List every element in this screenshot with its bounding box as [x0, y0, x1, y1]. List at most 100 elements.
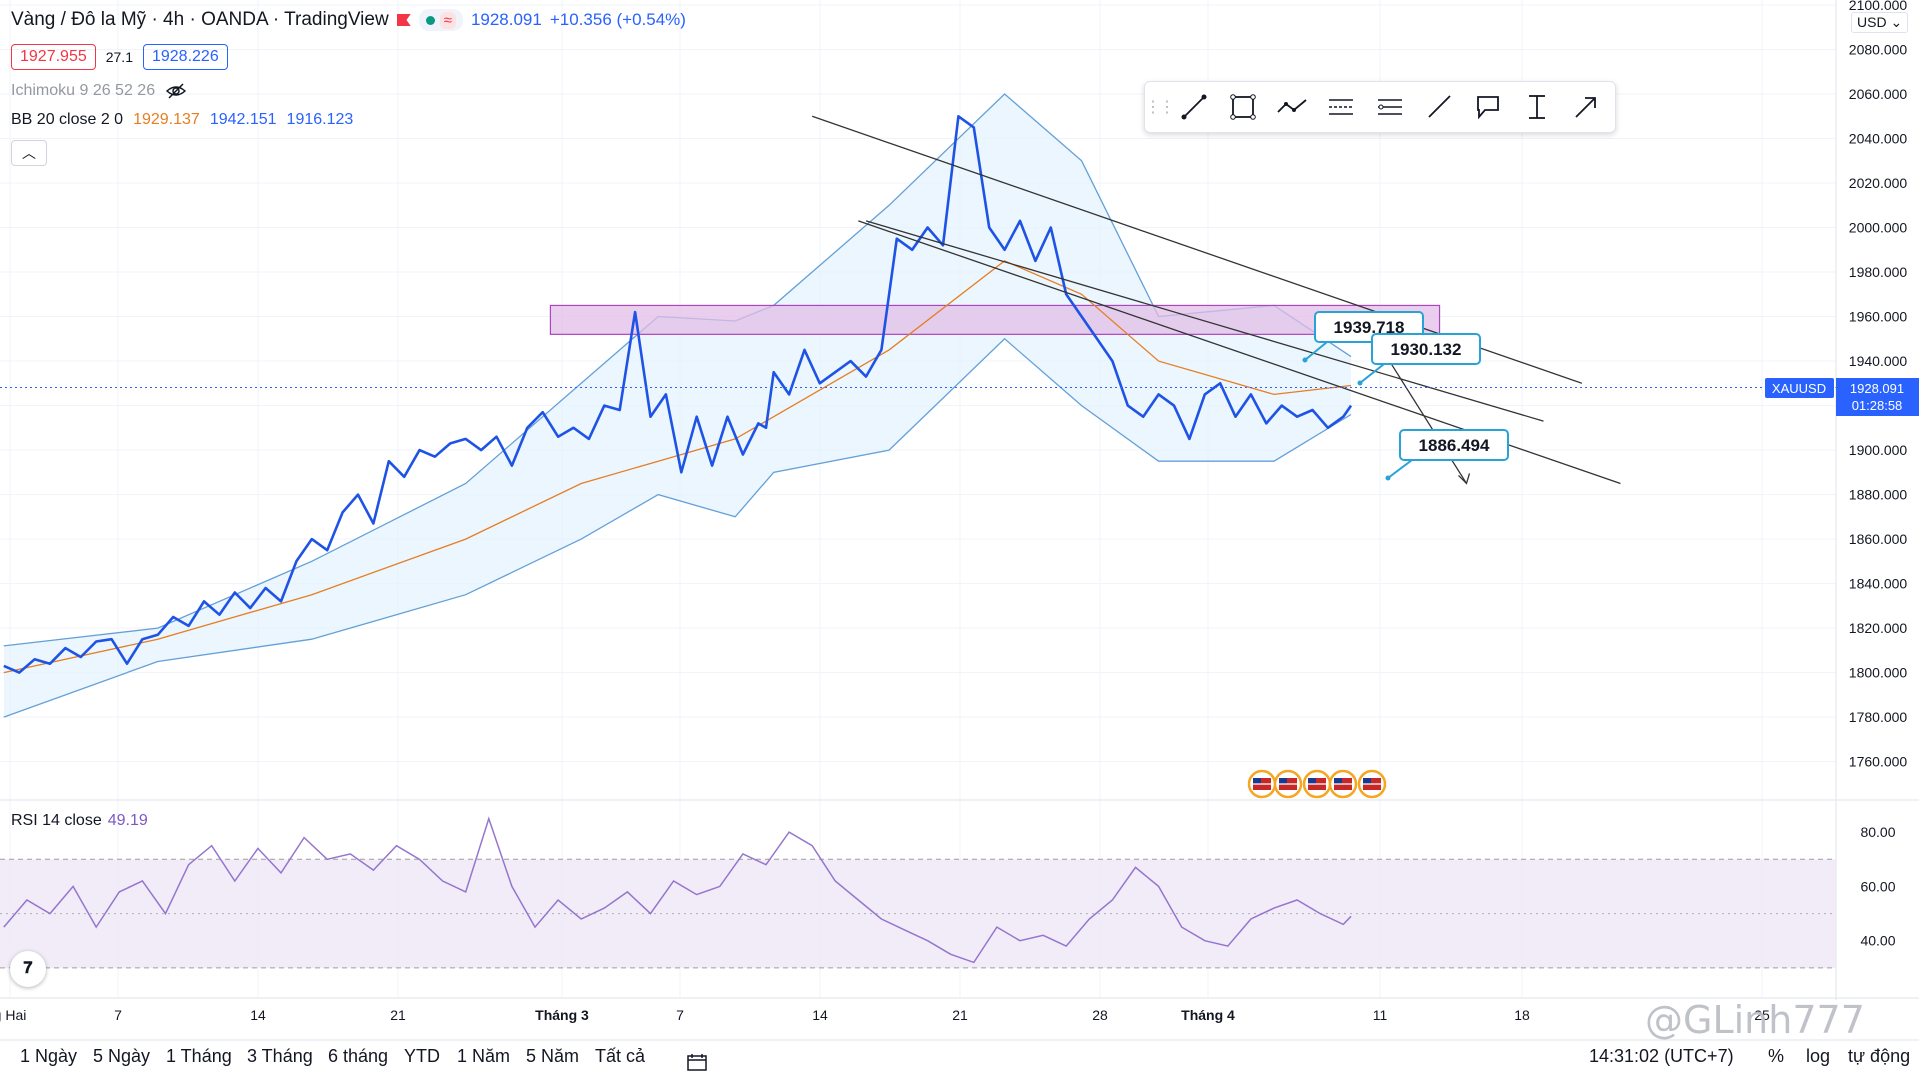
us-flag-canton [1279, 778, 1287, 784]
time-axis-label: 28 [1092, 1007, 1108, 1023]
callout-tool[interactable] [1463, 84, 1512, 130]
bid-ask-row: 1927.955 27.1 1928.226 [11, 44, 228, 70]
price-axis-label: 1880.000 [1849, 487, 1908, 503]
price-axis-label: 2080.000 [1849, 42, 1908, 58]
us-flag-canton [1253, 778, 1261, 784]
timezone-clock[interactable]: 14:31:02 (UTC+7) [1589, 1046, 1734, 1066]
path-tool[interactable] [1267, 84, 1316, 130]
time-axis-label: Tháng 3 [535, 1007, 589, 1023]
currency-select[interactable]: USD ⌄ [1851, 12, 1909, 33]
ichimoku-legend[interactable]: Ichimoku 9 26 52 26 [11, 82, 187, 100]
rsi-label: RSI 14 close [11, 812, 102, 829]
bar-countdown: 01:28:58 [1852, 398, 1903, 413]
percent-scale-button[interactable]: % [1768, 1046, 1785, 1066]
bollinger-legend[interactable]: BB 20 close 2 0 1929.137 1942.151 1916.1… [11, 111, 353, 129]
ray-tool[interactable] [1414, 84, 1463, 130]
range-3m[interactable]: 3 Tháng [247, 1046, 313, 1066]
arrow-tool[interactable] [1561, 84, 1610, 130]
price-axis-label: 1760.000 [1849, 754, 1908, 770]
log-scale-button[interactable]: log [1806, 1046, 1831, 1066]
price-series-line [3, 115, 1353, 674]
drag-handle-icon[interactable]: ⋮⋮ [1145, 99, 1175, 116]
ray-icon [1427, 95, 1451, 118]
auto-scale-button[interactable]: tự động [1848, 1046, 1911, 1066]
price-axis-label: 1780.000 [1849, 709, 1908, 725]
price-axis-label: 1800.000 [1849, 665, 1908, 681]
time-axis-label: 21 [952, 1007, 968, 1023]
resistance-zone[interactable] [549, 304, 1441, 335]
collapse-legend-button[interactable]: ︿ [11, 140, 47, 166]
trend-line-icon [1181, 94, 1206, 120]
price-axis-label: 2040.000 [1849, 131, 1908, 147]
market-open-icon [425, 15, 435, 25]
us-flag-canton [1334, 778, 1342, 784]
price-axis-label: 2100.000 [1849, 0, 1908, 13]
range-1d[interactable]: 1 Ngày [20, 1046, 78, 1066]
arrow-head-icon [1458, 473, 1471, 485]
callout-anchor [1302, 357, 1308, 363]
grid [0, 0, 1836, 998]
chevron-up-icon: ︿ [22, 145, 36, 161]
symbol-title[interactable]: Vàng / Đô la Mỹ · 4h · OANDA · TradingVi… [11, 9, 389, 30]
bb-basis-value: 1929.137 [133, 111, 200, 128]
callout-box [1371, 333, 1481, 365]
price-axis-label: 1900.000 [1849, 442, 1908, 458]
bb-lower-value: 1916.123 [286, 111, 354, 128]
symbol-tag: XAUUSD [1772, 381, 1826, 396]
time-axis[interactable]: g Hai 7 14 21 Tháng 3 7 14 21 28 Tháng 4 11 18 25 [0, 1007, 1770, 1023]
time-axis-label: g Hai [0, 1007, 26, 1023]
last-price-tag: 1928.091 [1850, 381, 1904, 396]
spread-value: 27.1 [105, 49, 133, 65]
arrow-icon [1574, 97, 1596, 118]
time-axis-label: 14 [250, 1007, 266, 1023]
time-axis-label: Tháng 4 [1181, 1007, 1235, 1023]
hidden-eye-icon[interactable] [165, 83, 187, 99]
time-axis-label: 21 [390, 1007, 406, 1023]
buy-price-button[interactable]: 1928.226 [142, 44, 228, 70]
range-ytd[interactable]: YTD [404, 1046, 440, 1066]
callout-anchor [1385, 475, 1391, 481]
tradingview-logo-icon[interactable]: 𝟕 [10, 951, 46, 987]
callout-pointer [1304, 341, 1328, 361]
flag-icon[interactable] [396, 14, 411, 26]
callouts[interactable]: 1939.718 1930.132 1886.494 [1302, 311, 1509, 481]
callout-pointer [1387, 459, 1413, 479]
price-range-tool[interactable] [1512, 84, 1561, 130]
trend-line-tool[interactable] [1169, 84, 1218, 130]
drawing-toolbar[interactable]: ⋮⋮ [1144, 81, 1616, 133]
callout-price: 1886.494 [1419, 436, 1490, 455]
range-all[interactable]: Tất cả [595, 1046, 646, 1066]
callout-price: 1939.718 [1334, 318, 1405, 337]
chevron-down-icon: ⌄ [1890, 14, 1903, 30]
rectangle-tool[interactable] [1218, 84, 1267, 130]
callout-price: 1930.132 [1391, 340, 1462, 359]
calendar-icon[interactable] [686, 1053, 708, 1071]
us-flag-canton [1363, 778, 1371, 784]
price-axis-label: 1940.000 [1849, 353, 1908, 369]
range-5y[interactable]: 5 Năm [526, 1046, 580, 1066]
us-flag-canton [1308, 778, 1316, 784]
projection-arrow [1388, 360, 1468, 484]
bollinger-band-fill [3, 94, 1351, 718]
range-1y[interactable]: 1 Năm [457, 1046, 511, 1066]
time-axis-label: 25 [1754, 1007, 1770, 1023]
rsi-line [3, 816, 1352, 964]
callout-icon [1476, 96, 1499, 120]
range-6m[interactable]: 6 tháng [328, 1046, 389, 1066]
price-axis-label: 2020.000 [1849, 175, 1908, 191]
market-status[interactable]: ≈ [418, 9, 463, 31]
range-5d[interactable]: 5 Ngày [93, 1046, 151, 1066]
price-axis-label: 1960.000 [1849, 309, 1908, 325]
price-axis-label: 2000.000 [1849, 220, 1908, 236]
economic-events[interactable] [1247, 769, 1387, 799]
rsi-legend[interactable]: RSI 14 close 49.19 [11, 812, 148, 830]
parallel-channel-tool[interactable] [1316, 84, 1365, 130]
sell-price-button[interactable]: 1927.955 [11, 44, 96, 70]
fib-retracement-icon [1377, 99, 1402, 115]
currency-label: USD [1857, 14, 1887, 30]
range-1m[interactable]: 1 Tháng [166, 1046, 232, 1066]
bb-upper-value: 1942.151 [209, 111, 277, 128]
path-icon [1276, 99, 1307, 113]
fib-retracement-tool[interactable] [1365, 84, 1414, 130]
